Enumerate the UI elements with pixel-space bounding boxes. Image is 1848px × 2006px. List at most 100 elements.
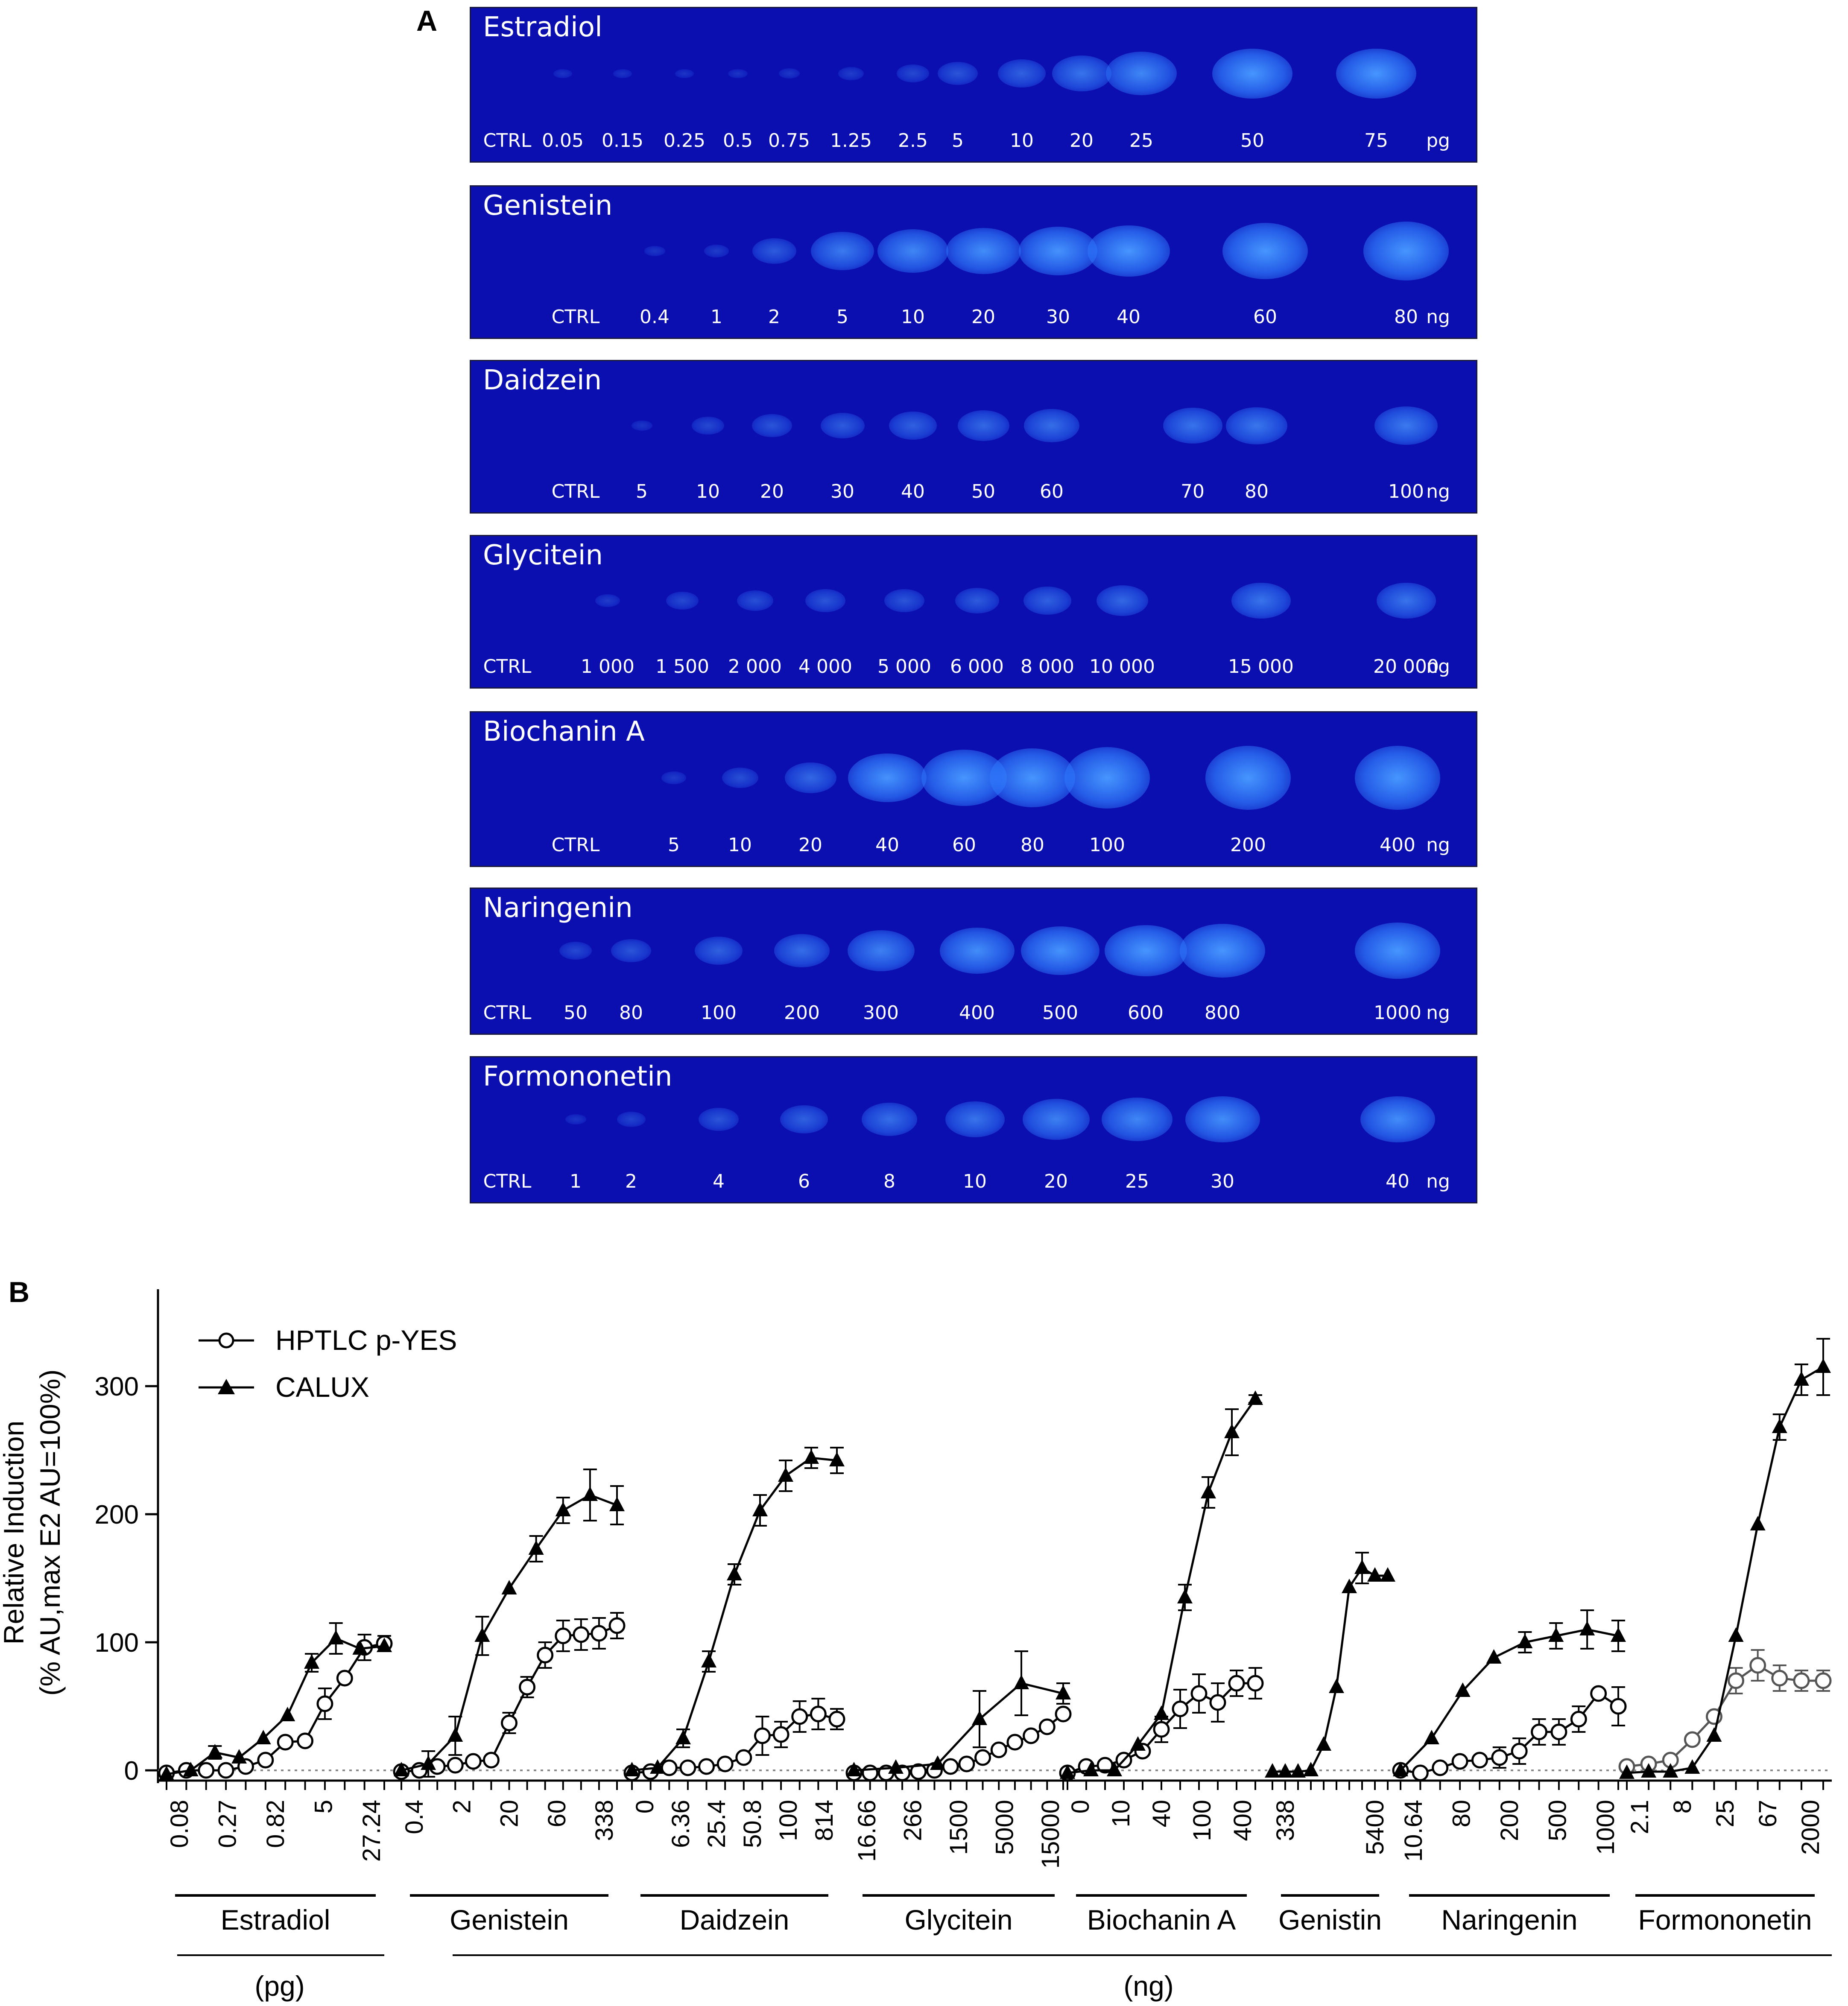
plate-band (774, 934, 830, 967)
hptlc-point (1684, 1731, 1701, 1748)
plate-band (1355, 746, 1440, 810)
hptlc-point (217, 1762, 234, 1779)
x-tick-label: 25.4 (703, 1800, 731, 1848)
calux-point (1816, 1358, 1831, 1373)
calux-point (1706, 1727, 1722, 1742)
plate-dose-label: 10 (901, 306, 925, 328)
plate-band (957, 410, 1009, 441)
plate-biochanin-a: Biochanin A CTRL 5 10 20 40 60 80 100 200 400 ng (470, 711, 1477, 867)
plate-band (805, 589, 845, 613)
y-axis-label-line2: (% AU,max E2 AU=100%) (34, 1369, 66, 1696)
calux-point (1455, 1682, 1471, 1697)
calux-point (1641, 1763, 1657, 1778)
plate-band (565, 1114, 586, 1124)
plate-dose-label: 0.4 (640, 306, 670, 328)
plate-dose-label: 100 (701, 1002, 737, 1024)
plate-band (1231, 583, 1291, 619)
plate-dose-label: 30 (830, 481, 854, 502)
plate-title: Biochanin A (483, 716, 645, 748)
calux-point (829, 1452, 845, 1466)
plate-dose-label: 70 (1181, 481, 1205, 502)
calux-point (609, 1497, 625, 1511)
plate-dose-label: 20 (798, 834, 822, 856)
calux-point (1014, 1675, 1029, 1689)
x-tick-label: 266 (899, 1800, 927, 1841)
calux-point (1619, 1764, 1635, 1779)
hptlc-point (1511, 1743, 1528, 1760)
plate-dose-label: 6 000 (950, 656, 1004, 677)
plate-band (848, 753, 927, 803)
hptlc-point (1590, 1685, 1607, 1702)
hptlc-point (1491, 1749, 1508, 1766)
plate-dose-label: 100 (1388, 481, 1424, 502)
plate-band (990, 748, 1075, 808)
plate-dose-label: 75 (1364, 130, 1388, 152)
calux-point (1424, 1730, 1439, 1744)
plate-band (613, 69, 632, 78)
hptlc-point (942, 1758, 959, 1775)
hptlc-point (1749, 1657, 1766, 1674)
plate-dose-label: 10 (728, 834, 752, 856)
plate-dose-label: 25 (1125, 1171, 1149, 1192)
plate-band (945, 1101, 1005, 1137)
plate-band (938, 62, 978, 85)
calux-point (1265, 1763, 1280, 1778)
group-name: Naringenin (1441, 1904, 1577, 1936)
plate-dose-label: 400 (1380, 834, 1415, 856)
calux-point (377, 1638, 392, 1652)
hptlc-point (297, 1732, 314, 1749)
plate-dose-label: 100 (1089, 834, 1125, 856)
hptlc-point (1451, 1753, 1468, 1770)
plate-naringenin: Naringenin CTRL 50 80 100 200 300 400 500 600 800 1… (470, 888, 1477, 1035)
plate-dose-label: 10 (696, 481, 720, 502)
plate-band (1185, 1096, 1260, 1142)
plate-band (1024, 409, 1079, 443)
plate-band (778, 68, 800, 79)
x-tick-label: 400 (1229, 1800, 1257, 1841)
x-tick-label: 1500 (945, 1800, 973, 1855)
panel-a-letter: A (416, 5, 438, 37)
hptlc-point (1172, 1700, 1189, 1717)
calux-point (394, 1762, 409, 1776)
calux-point (328, 1630, 344, 1644)
hptlc-point (716, 1755, 734, 1772)
plate-dose-label: 30 (1211, 1171, 1234, 1192)
plate-dose-label: 40 (1386, 1171, 1409, 1192)
plate-band (1212, 48, 1293, 99)
calux-point (183, 1762, 199, 1776)
calux-point (582, 1486, 598, 1501)
calux-point (501, 1580, 517, 1594)
plate-dose-label: 1.25 (830, 130, 872, 152)
calux-point (474, 1627, 490, 1642)
hptlc-point (1209, 1694, 1226, 1711)
x-tick-label: 50.8 (739, 1800, 766, 1848)
calux-point (1060, 1764, 1075, 1779)
calux-point (624, 1762, 640, 1776)
plate-title: Glycitein (483, 540, 603, 571)
calux-point (804, 1449, 819, 1464)
calux-point (1154, 1705, 1169, 1720)
calux-point (1611, 1627, 1626, 1642)
hptlc-series-line (401, 1624, 617, 1773)
plate-dose-label: 60 (1040, 481, 1064, 502)
plate-band (1376, 583, 1436, 619)
plate-band (1363, 222, 1449, 281)
calux-point (888, 1759, 904, 1774)
plate-dose-label: 2 (625, 1171, 637, 1192)
plate-title: Estradiol (483, 12, 602, 43)
plate-dose-label: 6 (798, 1171, 810, 1192)
x-tick-label: 27.24 (358, 1800, 386, 1862)
x-tick-label: 0 (631, 1800, 659, 1813)
hptlc-point (1055, 1705, 1072, 1723)
plate-dose-label: 10 (963, 1171, 987, 1192)
plate-dose-label: 4 (713, 1171, 725, 1192)
plate-dose-label: 200 (1230, 834, 1266, 856)
plate-band (820, 413, 865, 439)
group-name: Estradiol (221, 1904, 330, 1936)
plate-band (1336, 48, 1417, 99)
hptlc-point (1610, 1698, 1627, 1715)
plate-band (1021, 926, 1099, 975)
hptlc-point (990, 1741, 1007, 1758)
plate-band (838, 67, 864, 80)
plate-band (1163, 408, 1222, 444)
